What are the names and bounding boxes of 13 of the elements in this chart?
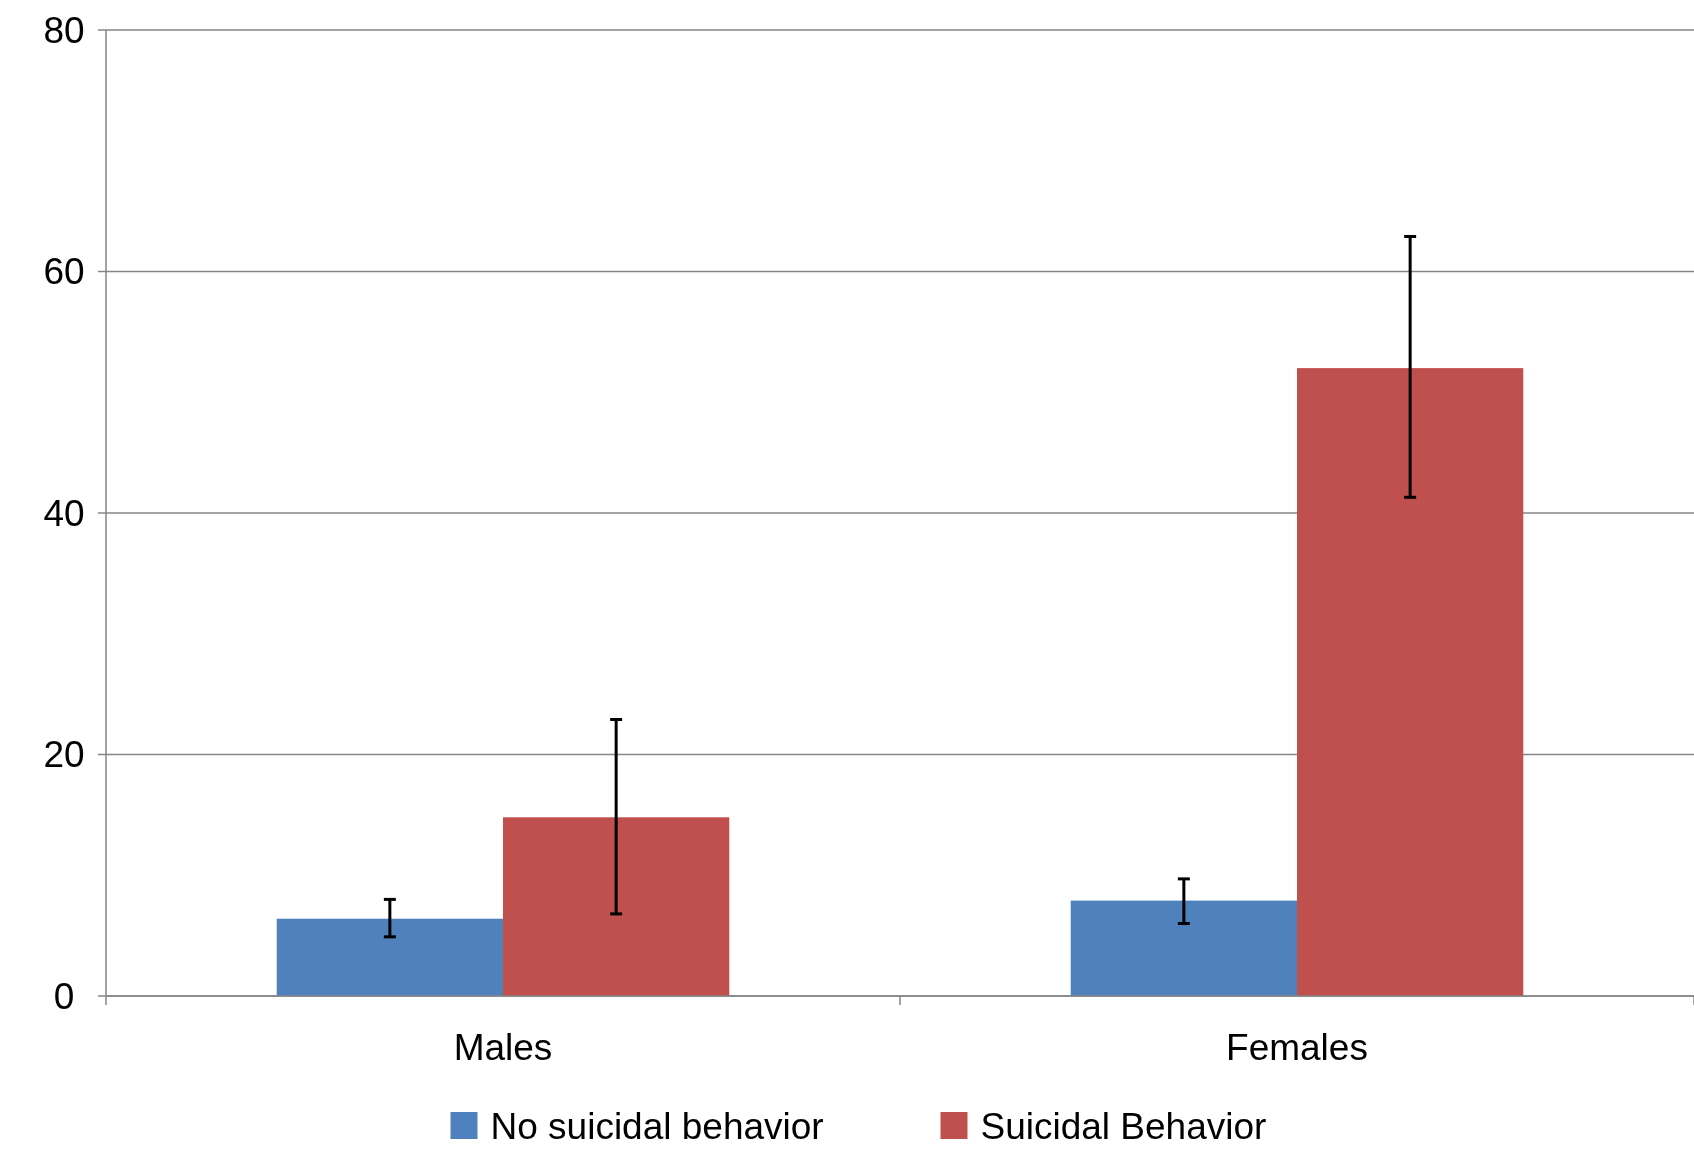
bar: [276, 918, 503, 996]
bar: [503, 817, 730, 996]
x-tick-label: Males: [453, 1027, 553, 1068]
legend-label: No suicidal behavior: [490, 1105, 824, 1147]
x-tick-label: Females: [1226, 1027, 1368, 1068]
bar: [1070, 900, 1297, 996]
bar: [1297, 368, 1524, 996]
y-tick-label: 80: [43, 9, 85, 51]
y-tick-label: 20: [43, 734, 85, 775]
y-tick-label: 0: [53, 975, 75, 1017]
legend-label: Suicidal Behavior: [980, 1105, 1267, 1147]
y-tick-label: 60: [43, 251, 85, 292]
y-tick-label: 40: [43, 492, 85, 534]
